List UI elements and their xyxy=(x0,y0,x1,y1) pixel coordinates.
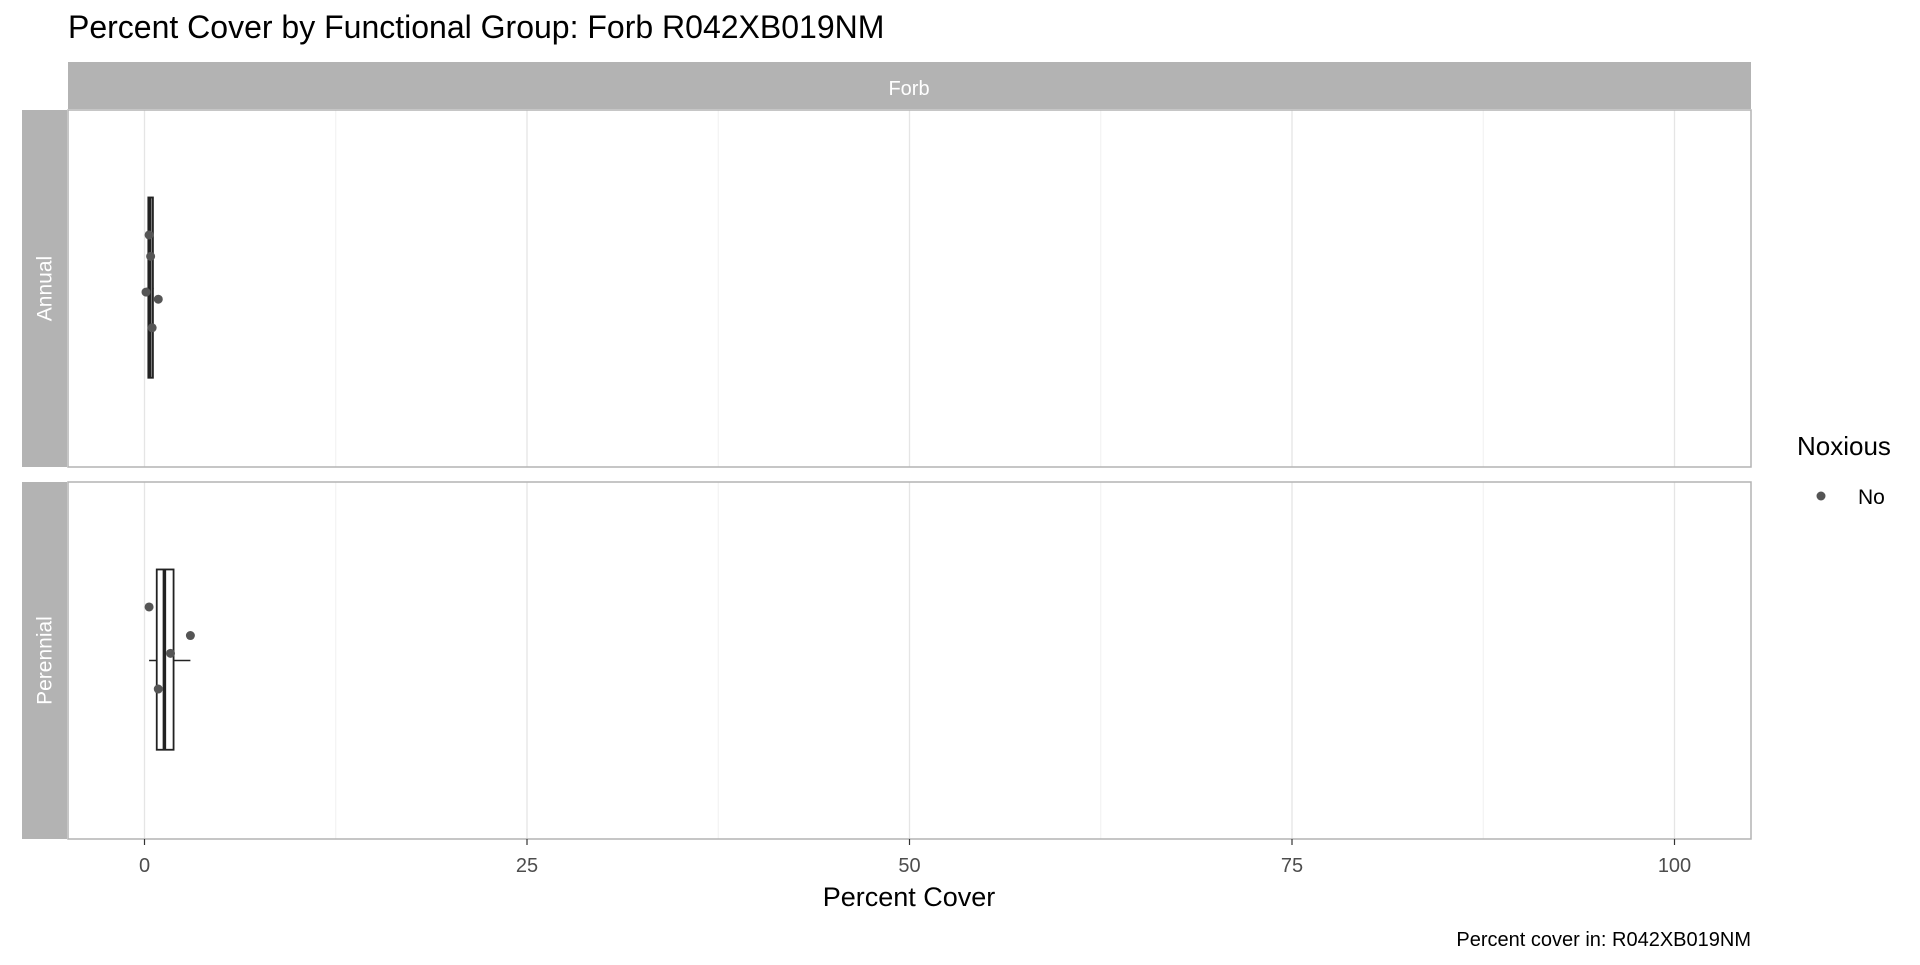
legend-label-no: No xyxy=(1858,486,1885,509)
data-point xyxy=(141,287,151,297)
panel-perennial: Perennial xyxy=(22,481,1752,840)
data-point xyxy=(153,684,163,694)
facet-strip-side xyxy=(22,110,67,467)
chart-title: Percent Cover by Functional Group: Forb … xyxy=(68,9,884,45)
x-axis: 0 25 50 75 100 xyxy=(139,839,1691,877)
x-tick-label: 25 xyxy=(516,855,538,877)
facet-row-label: Annual xyxy=(34,256,57,321)
x-tick-label: 75 xyxy=(1281,855,1303,877)
data-point xyxy=(166,648,176,658)
panels-layer: Annual Perennial xyxy=(22,109,1752,840)
facet-row-label: Perennial xyxy=(34,616,57,705)
data-point xyxy=(153,294,163,304)
data-point xyxy=(147,323,157,333)
data-point xyxy=(144,230,154,240)
facet-strip-side xyxy=(22,482,67,839)
x-tick-label: 100 xyxy=(1658,855,1691,877)
x-tick-label: 0 xyxy=(139,855,150,877)
x-axis-title: Percent Cover xyxy=(823,882,996,912)
data-point xyxy=(146,251,156,261)
legend-key-no xyxy=(1816,491,1826,501)
x-tick-label: 50 xyxy=(898,855,920,877)
panel-border xyxy=(67,109,1752,468)
data-point xyxy=(185,631,195,641)
data-point xyxy=(144,602,154,612)
panel-annual: Annual xyxy=(22,109,1752,468)
caption: Percent cover in: R042XB019NM xyxy=(1456,929,1751,951)
legend-title: Noxious xyxy=(1797,431,1891,461)
facet-strip-label: Forb xyxy=(888,78,929,100)
facet-strip-top xyxy=(68,62,1751,109)
